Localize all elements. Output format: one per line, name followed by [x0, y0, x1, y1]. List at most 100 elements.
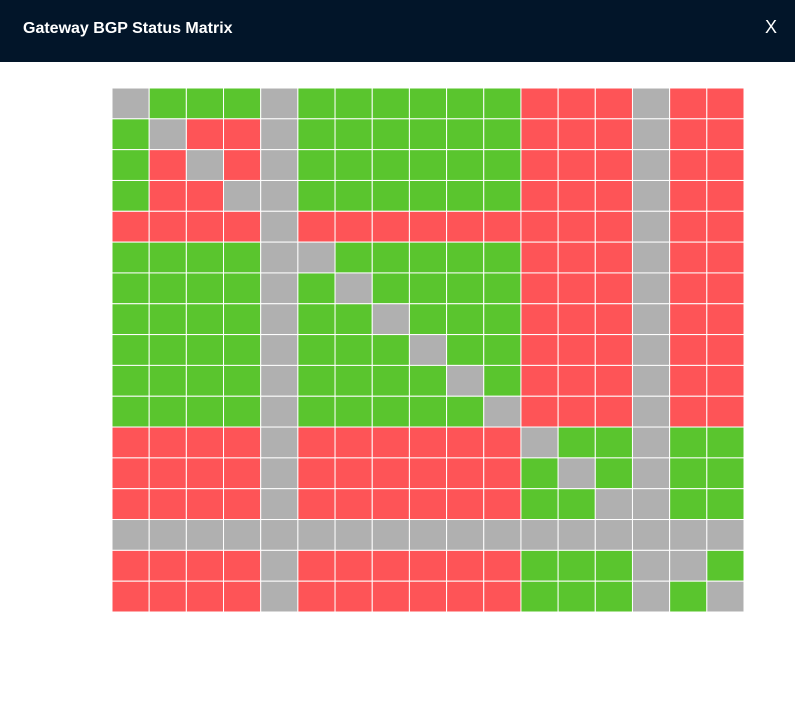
matrix-cell	[185, 334, 225, 366]
matrix-cell	[334, 334, 373, 366]
matrix-cell	[631, 334, 671, 366]
matrix-cell	[408, 580, 448, 613]
matrix-cell	[111, 272, 150, 305]
matrix-cell	[371, 426, 410, 459]
matrix-cell	[446, 519, 485, 551]
matrix-cell	[706, 364, 745, 397]
matrix-cell	[446, 364, 485, 397]
matrix-cell	[148, 488, 187, 521]
matrix-cell	[520, 488, 559, 521]
matrix-cell	[297, 303, 336, 336]
matrix-cell	[594, 395, 633, 428]
matrix-cell	[446, 303, 485, 336]
matrix-cell	[594, 149, 633, 181]
matrix-cell	[557, 334, 596, 366]
matrix-cell	[446, 334, 485, 366]
matrix-cell	[185, 580, 225, 613]
matrix-cell	[297, 519, 336, 551]
matrix-cell	[260, 118, 299, 151]
matrix-cell	[520, 210, 559, 243]
matrix-cell	[148, 210, 187, 243]
matrix-cell	[594, 580, 633, 613]
matrix-cell	[631, 118, 671, 151]
matrix-cell	[371, 87, 410, 120]
matrix-cell	[260, 457, 299, 490]
matrix-cell	[371, 179, 410, 212]
matrix-cell	[223, 395, 262, 428]
matrix-cell	[520, 272, 559, 305]
matrix-cell	[371, 149, 410, 181]
matrix-cell	[260, 549, 299, 582]
matrix-cell	[334, 549, 373, 582]
matrix-cell	[223, 241, 262, 274]
matrix-cell	[706, 580, 745, 613]
matrix-cell	[557, 303, 596, 336]
matrix-cell	[706, 395, 745, 428]
matrix-cell	[223, 488, 262, 521]
matrix-cell	[371, 118, 410, 151]
matrix-cell	[483, 303, 522, 336]
matrix-cell	[334, 303, 373, 336]
matrix-cell	[483, 580, 522, 613]
matrix-cell	[446, 87, 485, 120]
matrix-cell	[297, 580, 336, 613]
matrix-cell	[483, 395, 522, 428]
matrix-cell	[223, 364, 262, 397]
matrix-cell	[520, 580, 559, 613]
matrix-cell	[446, 488, 485, 521]
matrix-cell	[520, 179, 559, 212]
matrix-cell	[631, 519, 671, 551]
matrix-cell	[111, 364, 150, 397]
matrix-cell	[260, 210, 299, 243]
matrix-cell	[408, 87, 448, 120]
matrix-cell	[483, 426, 522, 459]
matrix-cell	[223, 272, 262, 305]
matrix-cell	[148, 87, 187, 120]
matrix-cell	[185, 426, 225, 459]
matrix-cell	[446, 179, 485, 212]
matrix-cell	[148, 334, 187, 366]
matrix-cell	[260, 580, 299, 613]
matrix-cell	[148, 149, 187, 181]
matrix-cell	[594, 549, 633, 582]
matrix-cell	[446, 457, 485, 490]
matrix-cell	[185, 549, 225, 582]
matrix-cell	[520, 519, 559, 551]
matrix-cell	[371, 210, 410, 243]
matrix-cell	[520, 303, 559, 336]
matrix-cell	[557, 549, 596, 582]
matrix-cell	[483, 87, 522, 120]
matrix-cell	[408, 149, 448, 181]
matrix-cell	[371, 334, 410, 366]
matrix-cell	[111, 241, 150, 274]
matrix-cell	[520, 149, 559, 181]
matrix-cell	[297, 210, 336, 243]
matrix-cell	[223, 303, 262, 336]
matrix-cell	[185, 210, 225, 243]
matrix-cell	[223, 426, 262, 459]
matrix-cell	[223, 580, 262, 613]
matrix-cell	[111, 580, 150, 613]
matrix-cell	[148, 549, 187, 582]
matrix-cell	[111, 457, 150, 490]
matrix-cell	[148, 364, 187, 397]
matrix-cell	[334, 426, 373, 459]
matrix-cell	[334, 457, 373, 490]
matrix-cell	[706, 118, 745, 151]
matrix-cell	[148, 580, 187, 613]
matrix-cell	[111, 395, 150, 428]
matrix-cell	[408, 488, 448, 521]
matrix-cell	[297, 395, 336, 428]
matrix-cell	[408, 241, 448, 274]
matrix-cell	[223, 179, 262, 212]
matrix-cell	[334, 580, 373, 613]
modal-header: Gateway BGP Status Matrix X	[0, 0, 795, 62]
matrix-cell	[446, 272, 485, 305]
matrix-cell	[520, 457, 559, 490]
close-button[interactable]: X	[764, 17, 777, 37]
matrix-cell	[185, 364, 225, 397]
matrix-cell	[557, 210, 596, 243]
matrix-cell	[483, 149, 522, 181]
matrix-cell	[334, 519, 373, 551]
